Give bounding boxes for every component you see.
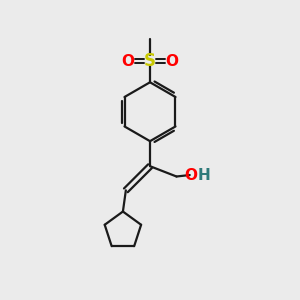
Text: O: O bbox=[165, 54, 178, 69]
Text: O: O bbox=[185, 167, 198, 182]
Text: H: H bbox=[197, 167, 210, 182]
Text: O: O bbox=[122, 54, 135, 69]
Text: S: S bbox=[144, 52, 156, 70]
